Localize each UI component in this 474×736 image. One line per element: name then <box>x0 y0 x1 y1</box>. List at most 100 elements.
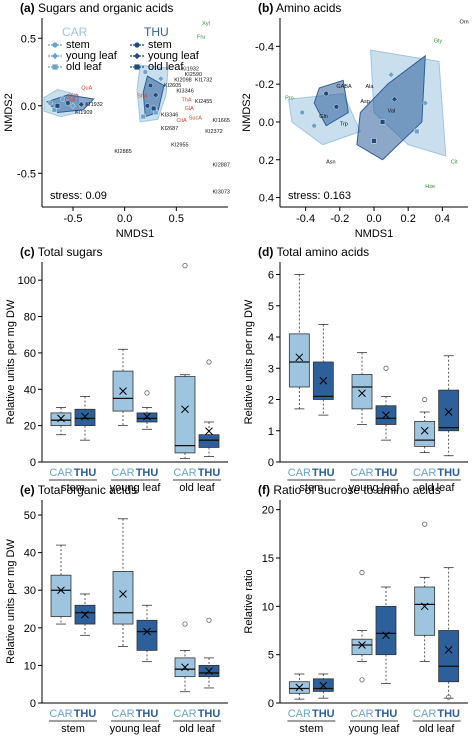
panel-title: (e) Total organic acids <box>20 483 137 497</box>
panel-f: (f) Ratio of sucrose to amino acids 0 5 10 1… <box>243 483 468 735</box>
variable-label: KI2955 <box>171 142 188 148</box>
box-thu <box>198 617 220 689</box>
panel-title-text: Total organic acids <box>35 483 138 497</box>
box-body <box>288 333 310 388</box>
outlier-point <box>206 617 212 623</box>
variable-label: Cit <box>451 160 458 166</box>
data-point <box>333 104 340 110</box>
x-tick-label: -0.2 <box>330 213 349 225</box>
box-thu <box>438 567 460 700</box>
mean-marker <box>420 426 429 435</box>
panel-d: (d) Total amino acids 0 1 2 3 4 5 6 Relative uni… <box>243 245 468 494</box>
data-point <box>422 99 429 107</box>
box-thu <box>375 365 397 441</box>
panel-letter: (f) <box>258 483 270 497</box>
data-point <box>60 96 66 102</box>
data-point <box>152 91 159 99</box>
x-tick-label: -0.4 <box>296 213 315 225</box>
mean-marker <box>358 389 366 398</box>
mean-marker <box>420 602 429 611</box>
legend-symbol <box>52 64 58 70</box>
panel-title-text: Sugars and organic acids <box>35 1 174 15</box>
hull-thu <box>356 54 426 161</box>
variable-label: Fru <box>197 34 205 40</box>
variable-label: KI2372 <box>205 129 222 135</box>
box-body <box>136 619 158 651</box>
legend-group-title: CAR <box>62 25 88 39</box>
mean-marker <box>143 627 151 636</box>
panel-e: (e) Total organic acids 0 10 20 30 40 50 Relati… <box>5 483 228 735</box>
variable-label: Gln <box>319 114 328 120</box>
box-thu <box>375 586 397 685</box>
data-point <box>78 101 85 108</box>
outlier-point <box>182 263 188 269</box>
y-tick-label: 0.0 <box>259 117 274 129</box>
panel-title: (b) Amino acids <box>258 1 341 15</box>
data-point <box>391 96 398 103</box>
y-tick-label: -0.2 <box>255 79 274 91</box>
box-body <box>198 434 220 448</box>
variable-label: Val <box>388 109 396 115</box>
box-car <box>351 352 373 425</box>
data-point <box>414 128 420 134</box>
category-label: old leaf <box>179 723 215 735</box>
box-body <box>351 374 373 410</box>
outlier-point <box>359 569 365 576</box>
category-label: stem <box>299 723 323 735</box>
box-thu <box>136 604 158 663</box>
data-point <box>299 109 305 116</box>
group-label-car: CAR <box>111 467 134 479</box>
y-tick-label: 10 <box>24 660 36 672</box>
box-body <box>438 630 460 683</box>
y-tick-label: 5 <box>268 650 274 662</box>
group-label-car: CAR <box>173 467 196 479</box>
box-thu <box>312 324 334 416</box>
panel-letter: (b) <box>258 1 273 15</box>
variable-label: Asn <box>326 160 335 166</box>
mean-marker <box>81 412 89 421</box>
y-tick-label: 15 <box>262 553 274 565</box>
box-car <box>288 274 310 410</box>
category-label: stem <box>299 482 323 494</box>
y-tick-label: 20 <box>262 505 274 517</box>
legend-symbol <box>134 64 140 70</box>
y-tick-label: 4 <box>268 332 274 344</box>
category-label: stem <box>61 482 85 494</box>
group-label-car: CAR <box>288 467 311 479</box>
variable-label: KI3073 <box>213 190 230 196</box>
group-label-thu: THU <box>136 467 159 479</box>
box-car <box>112 518 134 648</box>
category-label: old leaf <box>179 482 215 494</box>
mean-marker <box>295 683 304 692</box>
group-label-thu: THU <box>136 708 159 720</box>
variable-label: KI1909 <box>75 110 92 116</box>
x-axis-title: NMDS1 <box>355 228 394 240</box>
group-label-car: CAR <box>413 467 436 479</box>
variable-label: Hse <box>425 184 435 190</box>
y-tick-label: 20 <box>24 623 36 635</box>
box-car <box>351 569 373 683</box>
y-tick-label: -0.4 <box>255 41 274 53</box>
y-tick-label: 0 <box>268 698 274 710</box>
y-tick-label: 10 <box>262 601 274 613</box>
mean-marker <box>382 411 390 419</box>
x-tick-label: 0.5 <box>169 213 184 225</box>
group-label-thu: THU <box>198 467 221 479</box>
data-point <box>323 91 329 97</box>
variable-label: KI2885 <box>114 149 131 155</box>
data-point <box>140 113 146 120</box>
variable-label: Ala <box>365 84 374 90</box>
outlier-point <box>206 359 212 365</box>
box-body <box>375 605 397 656</box>
y-tick-label: 100 <box>18 275 36 287</box>
outlier-point <box>182 621 188 627</box>
variable-label: GABA <box>336 84 352 90</box>
variable-label: KI1665 <box>213 118 230 124</box>
legend-symbol <box>134 42 140 48</box>
variable-label: Xyl <box>202 21 210 27</box>
mean-marker <box>295 353 304 362</box>
variable-label: QuA <box>81 86 92 92</box>
variable-label: KI2455 <box>195 99 212 105</box>
outlier-point <box>144 390 150 396</box>
